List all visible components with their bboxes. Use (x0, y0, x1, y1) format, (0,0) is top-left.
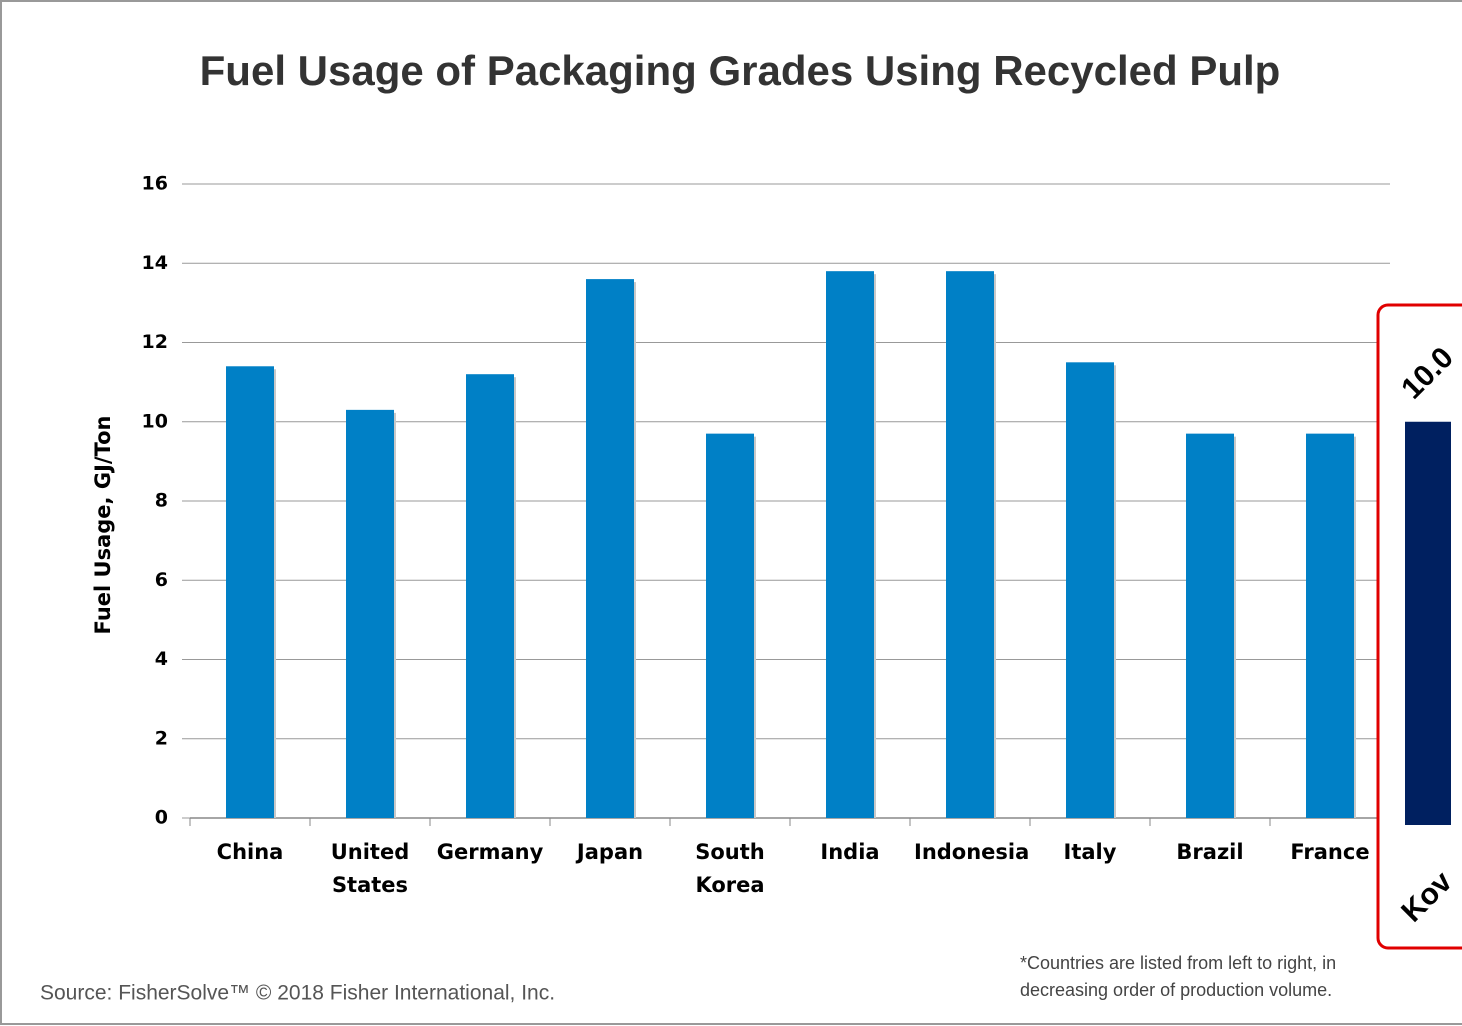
y-tick-label: 8 (155, 490, 168, 512)
x-tick-label: Japan (576, 840, 644, 864)
y-axis-label: Fuel Usage, GJ/Ton (91, 416, 115, 635)
x-tick-label: Germany (436, 840, 544, 864)
x-tick-label: Brazil (1176, 840, 1244, 864)
x-tick-label: United States (330, 840, 410, 897)
x-tick-label: China (216, 840, 284, 864)
y-tick-label: 0 (155, 807, 168, 829)
y-tick-label: 10 (142, 410, 168, 432)
bar (466, 374, 514, 818)
y-tick-label: 14 (142, 252, 168, 274)
bar (1306, 433, 1354, 818)
inset-bar (1405, 421, 1451, 825)
x-tick-label: South Korea (695, 840, 765, 897)
x-tick-label: Italy (1063, 840, 1117, 864)
source: Source: FisherSolve™ © 2018 Fisher Inter… (40, 982, 555, 1005)
bar (586, 279, 634, 819)
x-tick-label: France (1290, 840, 1370, 864)
bar (226, 366, 274, 818)
footnote: *Countries are listed from left to right… (1020, 953, 1336, 973)
bar (826, 271, 874, 818)
bar (1066, 362, 1114, 818)
bar (346, 409, 394, 818)
x-tick-label: India (820, 840, 880, 864)
x-tick-label: Indonesia (914, 840, 1030, 864)
bar (706, 433, 754, 818)
y-tick-label: 6 (155, 569, 168, 591)
y-tick-label: 2 (155, 727, 168, 749)
bar (946, 271, 994, 818)
bar (1186, 433, 1234, 818)
footnote: decreasing order of production volume. (1020, 980, 1332, 1000)
chart-title: Fuel Usage of Packaging Grades Using Rec… (200, 47, 1281, 94)
y-tick-label: 16 (142, 173, 168, 195)
y-tick-label: 12 (142, 331, 168, 353)
y-tick-label: 4 (155, 648, 168, 670)
